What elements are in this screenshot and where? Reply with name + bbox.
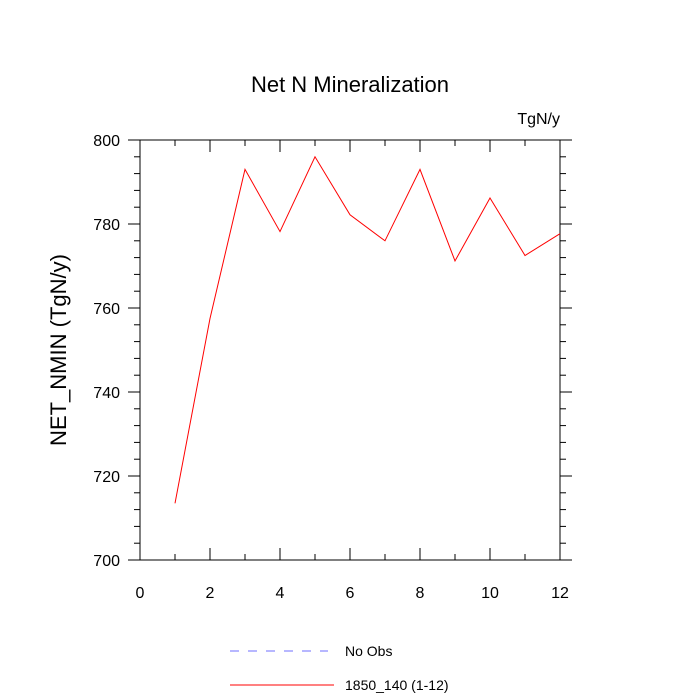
x-tick-label: 8 — [416, 585, 425, 602]
x-tick-label: 12 — [551, 585, 569, 602]
x-tick-label: 10 — [481, 585, 499, 602]
axis-ticks: 0 2 4 6 8 10 12 700 720 740 760 780 800 — [93, 133, 572, 602]
legend-label: No Obs — [345, 643, 392, 659]
x-tick-label: 0 — [136, 585, 145, 602]
x-tick-label: 4 — [276, 585, 285, 602]
x-tick-label: 2 — [206, 585, 215, 602]
y-tick-label: 700 — [93, 553, 120, 570]
y-tick-label: 760 — [93, 301, 120, 318]
legend-label: 1850_140 (1-12) — [345, 677, 449, 693]
y-tick-label: 720 — [93, 469, 120, 486]
y-tick-label: 780 — [93, 217, 120, 234]
y-tick-label: 740 — [93, 385, 120, 402]
x-tick-label: 6 — [346, 585, 355, 602]
y-tick-label: 800 — [93, 133, 120, 150]
series-layer — [174, 155, 561, 504]
legend: No Obs 1850_140 (1-12) — [230, 643, 449, 693]
units-label: TgN/y — [517, 111, 560, 128]
chart-title: Net N Mineralization — [251, 72, 449, 97]
y-axis-label: NET_NMIN (TgN/y) — [46, 254, 71, 446]
series-line — [174, 155, 561, 504]
plot-area-frame — [139, 139, 561, 561]
